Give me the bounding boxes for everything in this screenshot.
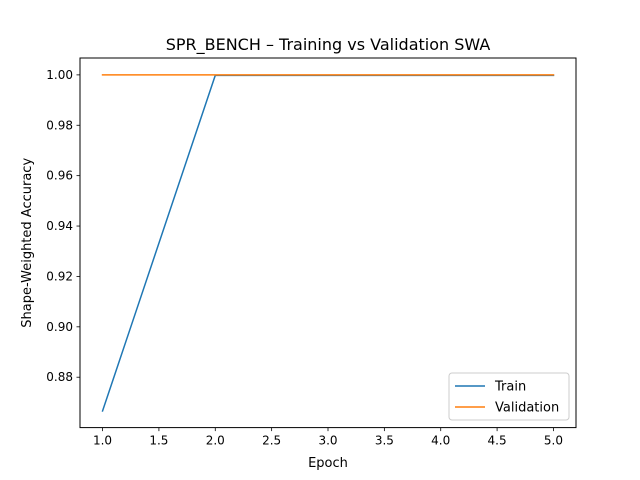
x-tick-label: 4.0 [431, 434, 450, 448]
x-axis-label: Epoch [308, 456, 348, 471]
x-tick-label: 5.0 [544, 434, 563, 448]
x-tick-label: 2.0 [206, 434, 225, 448]
axes-frame [79, 57, 577, 429]
x-tick-label: 2.5 [262, 434, 281, 448]
y-tick-label: 0.94 [46, 219, 73, 233]
chart-title: SPR_BENCH – Training vs Validation SWA [166, 35, 491, 55]
y-tick-label: 0.98 [46, 118, 73, 132]
legend-label-train: Train [494, 380, 526, 395]
y-tick-label: 1.00 [46, 68, 73, 82]
x-tick-label: 3.0 [318, 434, 337, 448]
y-tick-label: 0.90 [46, 320, 73, 334]
legend: Train Validation [448, 372, 570, 421]
x-axis: 1.0 1.5 2.0 2.5 3.0 3.5 4.0 4.5 5.0 [93, 427, 563, 448]
x-tick-label: 1.0 [93, 434, 112, 448]
y-tick-label: 0.92 [46, 269, 73, 283]
legend-frame [448, 372, 570, 421]
series-group [101, 74, 555, 412]
legend-label-validation: Validation [495, 401, 559, 416]
y-axis: 0.88 0.90 0.92 0.94 0.96 0.98 1.00 [46, 68, 80, 384]
x-tick-label: 4.5 [488, 434, 507, 448]
y-axis-label: Shape-Weighted Accuracy [20, 158, 35, 328]
y-tick-label: 0.88 [46, 370, 73, 384]
y-tick-label: 0.96 [46, 169, 73, 183]
x-tick-label: 1.5 [149, 434, 168, 448]
series-line-train [101, 74, 555, 412]
x-tick-label: 3.5 [375, 434, 394, 448]
